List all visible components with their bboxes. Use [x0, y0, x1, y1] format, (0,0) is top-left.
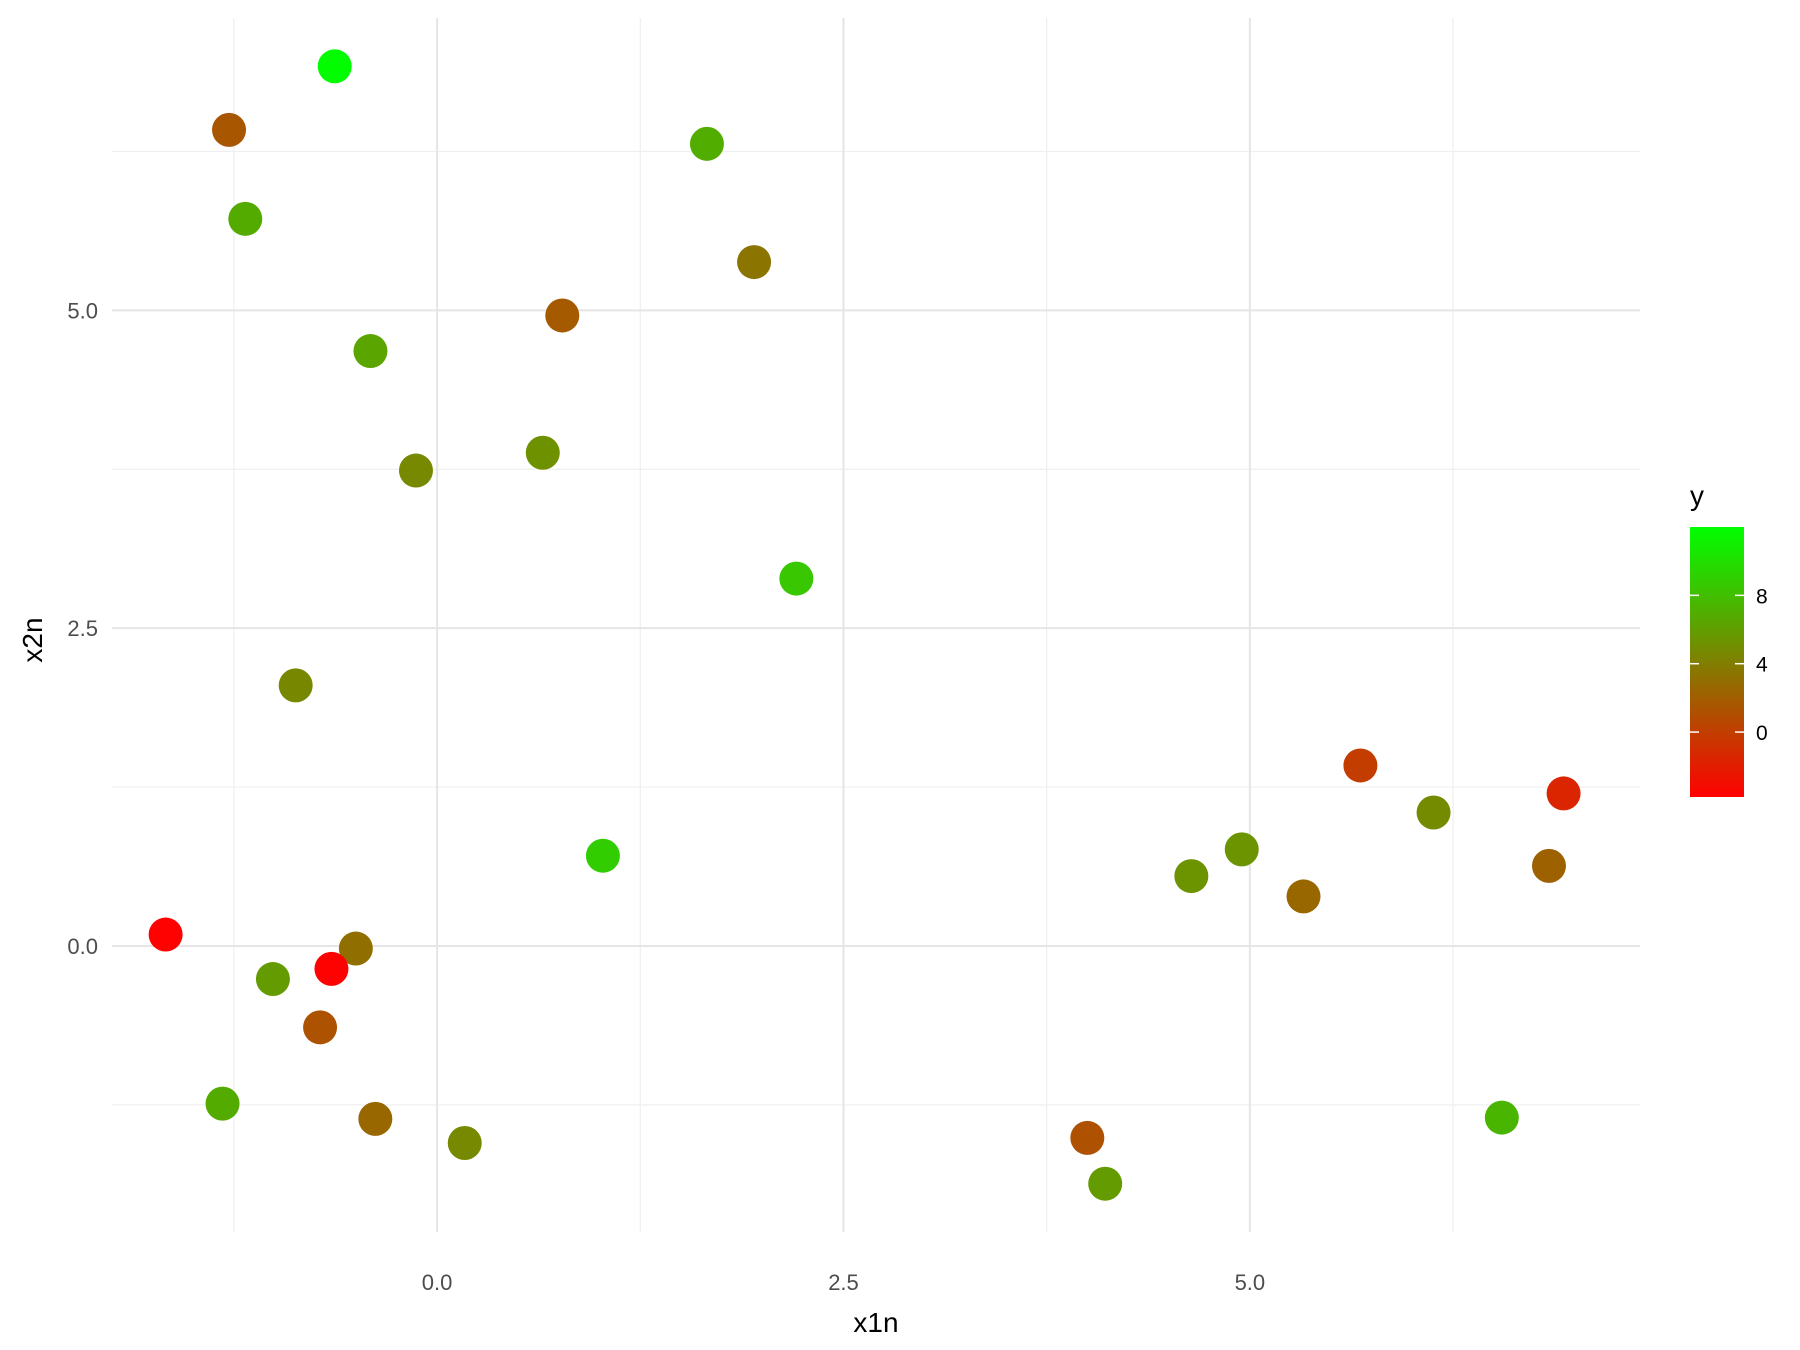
data-point: [338, 931, 373, 966]
data-point: [737, 245, 772, 280]
data-points: [148, 49, 1581, 1201]
data-point: [228, 201, 263, 236]
data-point: [1416, 795, 1451, 830]
data-point: [1343, 748, 1378, 783]
data-point: [278, 668, 313, 703]
data-point: [1224, 832, 1259, 867]
data-point: [303, 1010, 338, 1045]
x-axis-ticks: 0.0 2.5 5.0: [422, 1270, 1265, 1295]
colorbar: [1690, 527, 1744, 797]
legend-title: y: [1690, 480, 1704, 511]
x-axis-title: x1n: [853, 1307, 898, 1338]
data-point: [1484, 1100, 1519, 1135]
data-point: [317, 49, 352, 84]
data-point: [1531, 848, 1566, 883]
data-point: [1174, 859, 1209, 894]
x-tick-label: 0.0: [422, 1270, 453, 1295]
data-point: [212, 112, 247, 147]
data-point: [1088, 1166, 1123, 1201]
data-point: [525, 435, 560, 470]
y-tick-label: 2.5: [67, 616, 98, 641]
data-point: [1546, 776, 1581, 811]
data-point: [314, 951, 349, 986]
data-point: [358, 1101, 393, 1136]
color-legend: y 0 4 8: [1690, 480, 1768, 797]
data-point: [148, 917, 183, 952]
y-tick-label: 0.0: [67, 934, 98, 959]
data-point: [447, 1126, 482, 1161]
y-tick-label: 5.0: [67, 298, 98, 323]
colorbar-label: 8: [1756, 585, 1768, 608]
colorbar-label: 4: [1756, 654, 1768, 677]
data-point: [689, 126, 724, 161]
data-point: [255, 962, 290, 997]
data-point: [398, 453, 433, 488]
data-point: [585, 838, 620, 873]
x-tick-label: 2.5: [828, 1270, 859, 1295]
data-point: [779, 561, 814, 596]
grid: [112, 18, 1640, 1232]
y-axis-title: x2n: [17, 617, 48, 662]
colorbar-label: 0: [1756, 722, 1768, 745]
colorbar-ticks: 0 4 8: [1690, 585, 1768, 745]
data-point: [545, 298, 580, 333]
data-point: [205, 1086, 240, 1121]
y-axis-ticks: 0.0 2.5 5.0: [67, 298, 98, 959]
data-point: [353, 334, 388, 369]
data-point: [1286, 879, 1321, 914]
x-tick-label: 5.0: [1235, 1270, 1266, 1295]
data-point: [1070, 1120, 1105, 1155]
